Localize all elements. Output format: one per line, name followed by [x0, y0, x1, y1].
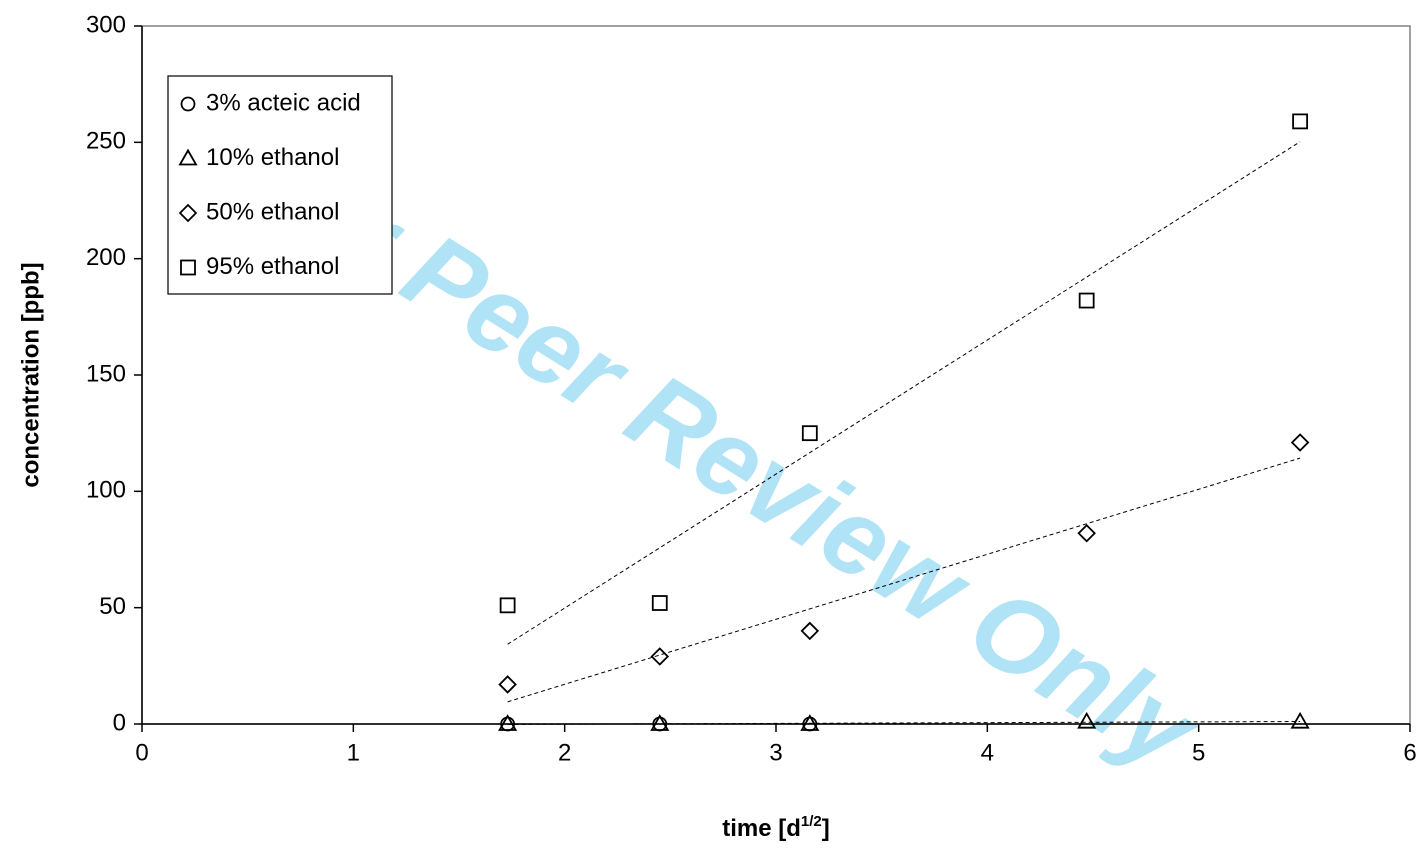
x-label-text: time [d — [722, 815, 801, 842]
marker-triangle — [800, 714, 820, 731]
y-tick-label: 200 — [86, 244, 126, 271]
x-label-sup: 1/2 — [801, 813, 822, 830]
marker-triangle — [1077, 711, 1097, 729]
x-tick-label: 3 — [769, 739, 782, 766]
marker-square — [499, 597, 516, 614]
marker-square — [651, 595, 668, 611]
x-tick-label: 0 — [135, 739, 148, 766]
marker-diamond — [178, 203, 198, 223]
x-tick-label: 6 — [1403, 739, 1416, 766]
legend: 3% acteic acid 10% ethanol 50% ethanol 95% … — [167, 75, 393, 295]
marker-triangle — [498, 714, 518, 731]
x-tick-label: 1 — [347, 739, 360, 766]
marker-diamond — [800, 621, 820, 641]
trendline — [507, 721, 1301, 725]
x-axis-label: time [d1/2] — [722, 813, 830, 842]
y-tick-label: 250 — [86, 128, 126, 155]
x-label-end: ] — [822, 815, 830, 842]
trendline — [507, 141, 1301, 645]
marker-triangle — [178, 148, 198, 166]
legend-label: 95% ethanol — [206, 253, 339, 280]
y-tick-label: 300 — [86, 11, 126, 38]
marker-square — [801, 425, 818, 442]
marker-diamond — [1290, 433, 1310, 452]
legend-box — [167, 75, 393, 295]
x-tick-label: 5 — [1192, 739, 1205, 766]
marker-square — [1292, 113, 1309, 130]
y-tick-label: 0 — [113, 709, 126, 736]
marker-diamond — [1077, 523, 1096, 543]
legend-label: 10% ethanol — [206, 144, 339, 171]
marker-square — [1078, 292, 1095, 309]
x-tick-label: 2 — [558, 739, 571, 766]
marker-triangle — [650, 714, 670, 731]
legend-label: 50% ethanol — [206, 198, 339, 225]
marker-triangle — [1290, 711, 1310, 729]
marker-square — [180, 259, 196, 276]
y-tick-label: 100 — [86, 477, 126, 504]
x-tick-label: 4 — [981, 739, 994, 766]
trendline — [507, 457, 1301, 703]
legend-label: 3% acteic acid — [206, 89, 361, 116]
y-tick-label: 150 — [86, 360, 126, 387]
y-tick-label: 50 — [99, 593, 126, 620]
y-axis-label: concentration [ppb] — [17, 262, 44, 487]
marker-diamond — [498, 675, 517, 694]
marker-diamond — [650, 647, 670, 666]
marker-circle — [180, 96, 196, 112]
